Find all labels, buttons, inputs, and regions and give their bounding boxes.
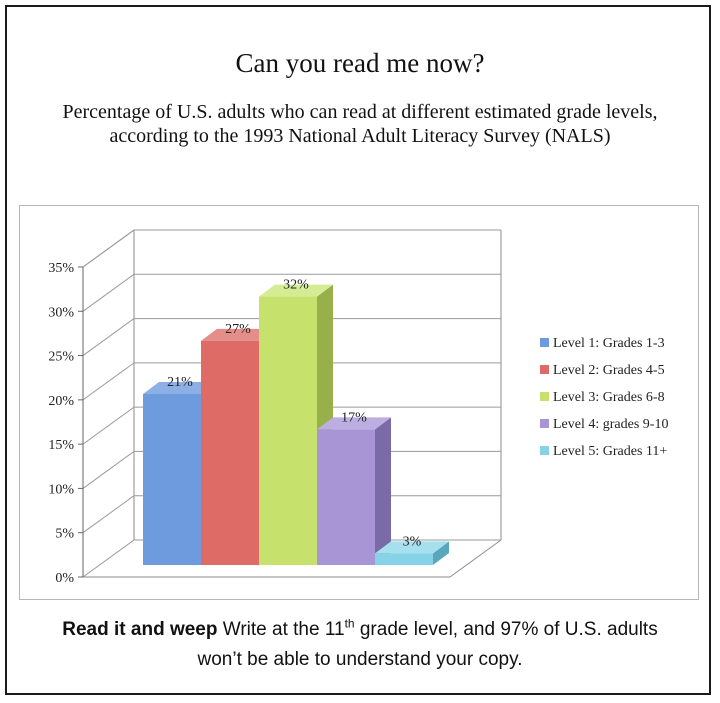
data-label-2: 27% (225, 322, 251, 337)
y-tick-label: 0% (55, 571, 74, 586)
y-tick-label: 10% (48, 482, 74, 497)
legend-label-3: Level 3: Grades 6-8 (553, 390, 665, 405)
bar-side-5 (433, 541, 449, 565)
bar-top-1 (143, 382, 217, 394)
legend-label-4: Level 4: grades 9-10 (553, 417, 668, 432)
caption: Read it and weep Write at the 11th grade… (0, 615, 720, 675)
data-label-4: 17% (341, 410, 367, 425)
y-tick-label: 15% (48, 438, 74, 453)
legend-label-1: Level 1: Grades 1-3 (553, 336, 665, 351)
bar-chart-3d: 0% 5% 10% 15% 20% 25% 30% 35% 21% 27% 32% 17% 3% Leve… (48, 229, 668, 586)
chart-subtitle: Percentage of U.S. adults who can read a… (62, 101, 658, 147)
caption-text-2: grade level, and 97% of U.S. adults (354, 619, 658, 640)
legend-label-2: Level 2: Grades 4-5 (553, 363, 665, 378)
caption-sup: th (344, 616, 355, 631)
caption-line-2: won’t be able to understand your copy. (197, 649, 523, 670)
legend-swatch-2 (540, 365, 549, 374)
gridline-side (82, 273, 135, 312)
data-label-5: 3% (403, 534, 422, 549)
caption-line-1: Read it and weep Write at the 11th grade… (0, 615, 720, 645)
bar-top-4 (317, 417, 391, 430)
bar-1 (143, 394, 201, 565)
floor-right-edge (449, 539, 502, 578)
gridline-side (82, 495, 135, 534)
y-tick-label: 25% (48, 350, 74, 365)
bar-4 (317, 429, 375, 565)
gridline-side (82, 229, 135, 268)
bar-3 (259, 296, 317, 565)
caption-bold: Read it and weep (62, 619, 218, 640)
y-tick-label: 20% (48, 394, 74, 409)
data-label-1: 21% (167, 375, 193, 390)
bar-top-2 (201, 328, 275, 341)
chart-title: Can you read me now? (235, 48, 485, 78)
gridline-side (82, 406, 135, 445)
chart-area: 0% 5% 10% 15% 20% 25% 30% 35% 21% 27% 32% 17% 3% Leve… (19, 205, 699, 600)
gridline-side (82, 318, 135, 356)
back-wall-top (82, 229, 501, 268)
bar-side-4 (375, 417, 391, 565)
bar-top-5 (375, 541, 449, 554)
bar-2 (201, 340, 259, 565)
data-label-3: 32% (283, 278, 309, 293)
legend-swatch-3 (540, 392, 549, 401)
gridline-side (82, 539, 135, 578)
caption-text-1: Write at the 11 (217, 619, 345, 640)
bar-top-3 (259, 284, 333, 297)
legend-swatch-1 (540, 338, 549, 347)
y-tick-label: 30% (48, 305, 74, 320)
legend-swatch-4 (540, 419, 549, 428)
y-tick-label: 5% (55, 527, 74, 542)
gridline-side (82, 362, 135, 401)
gridline-side (82, 451, 135, 489)
legend-swatch-5 (540, 446, 549, 455)
legend-label-5: Level 5: Grades 11+ (553, 444, 667, 459)
bar-5 (375, 553, 433, 565)
y-tick-label: 35% (48, 261, 74, 276)
